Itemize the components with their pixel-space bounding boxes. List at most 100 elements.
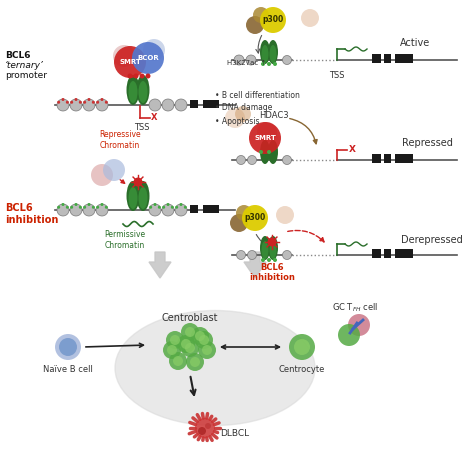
Bar: [372, 249, 381, 258]
Circle shape: [149, 206, 152, 209]
Circle shape: [79, 101, 82, 104]
Ellipse shape: [268, 236, 278, 260]
Text: X: X: [151, 114, 157, 122]
Text: GC T$_{FH}$ cell: GC T$_{FH}$ cell: [332, 302, 378, 314]
Circle shape: [100, 203, 103, 206]
Text: ‘ternary’: ‘ternary’: [5, 61, 44, 69]
Circle shape: [267, 237, 276, 246]
Circle shape: [114, 46, 146, 78]
Circle shape: [301, 9, 319, 27]
Bar: [384, 54, 391, 63]
Circle shape: [257, 122, 277, 142]
Bar: [395, 154, 413, 163]
Circle shape: [236, 205, 252, 221]
Text: Derepressed: Derepressed: [401, 235, 463, 245]
Circle shape: [149, 99, 161, 111]
Circle shape: [128, 73, 133, 78]
Ellipse shape: [262, 241, 268, 259]
Bar: [203, 205, 219, 213]
Circle shape: [202, 345, 212, 355]
Circle shape: [199, 335, 209, 345]
Circle shape: [149, 204, 161, 216]
Ellipse shape: [127, 75, 139, 105]
Circle shape: [57, 206, 60, 209]
Text: • Apoptosis: • Apoptosis: [215, 116, 259, 125]
Ellipse shape: [137, 181, 149, 211]
Circle shape: [105, 101, 108, 104]
Text: Repressed: Repressed: [401, 138, 453, 148]
Circle shape: [134, 178, 143, 187]
Circle shape: [70, 101, 73, 104]
Circle shape: [62, 203, 64, 206]
Circle shape: [246, 16, 264, 34]
Circle shape: [100, 98, 103, 101]
Circle shape: [55, 334, 81, 360]
Circle shape: [134, 73, 138, 78]
Ellipse shape: [268, 40, 278, 64]
Circle shape: [175, 99, 187, 111]
Circle shape: [246, 55, 256, 65]
Circle shape: [158, 206, 161, 209]
Text: Centrocyte: Centrocyte: [279, 366, 325, 375]
Circle shape: [186, 353, 204, 371]
Text: • DNA damage: • DNA damage: [215, 103, 273, 112]
Circle shape: [247, 251, 256, 260]
Text: Naïve B cell: Naïve B cell: [43, 366, 93, 375]
Circle shape: [154, 203, 156, 206]
Text: TSS: TSS: [329, 72, 345, 81]
Text: inhibition: inhibition: [249, 274, 295, 283]
Circle shape: [175, 206, 178, 209]
Circle shape: [273, 62, 277, 66]
Circle shape: [105, 206, 108, 209]
Ellipse shape: [260, 140, 270, 164]
Circle shape: [169, 352, 187, 370]
Circle shape: [57, 204, 69, 216]
Circle shape: [283, 56, 292, 64]
Circle shape: [96, 206, 99, 209]
Circle shape: [198, 427, 206, 435]
Text: TSS: TSS: [134, 124, 150, 132]
Text: Active: Active: [400, 38, 430, 48]
Circle shape: [235, 106, 251, 122]
Circle shape: [66, 206, 69, 209]
Circle shape: [237, 251, 246, 260]
Text: p300: p300: [245, 213, 265, 222]
Circle shape: [70, 99, 82, 111]
Circle shape: [276, 206, 294, 224]
Bar: [384, 154, 391, 163]
Text: X: X: [348, 145, 356, 154]
Ellipse shape: [128, 187, 137, 209]
Circle shape: [146, 73, 151, 78]
Circle shape: [225, 108, 245, 128]
Circle shape: [70, 204, 82, 216]
Circle shape: [143, 39, 165, 61]
Circle shape: [283, 251, 292, 260]
Bar: [395, 249, 413, 258]
Circle shape: [267, 258, 271, 262]
Circle shape: [237, 155, 246, 164]
Circle shape: [88, 203, 91, 206]
Circle shape: [191, 327, 209, 345]
Circle shape: [171, 206, 174, 209]
Bar: [190, 205, 198, 213]
Circle shape: [166, 203, 170, 206]
Polygon shape: [149, 252, 171, 278]
Circle shape: [180, 203, 182, 206]
Circle shape: [205, 423, 211, 429]
Circle shape: [162, 204, 174, 216]
Circle shape: [57, 99, 69, 111]
Circle shape: [113, 45, 135, 67]
Circle shape: [253, 7, 269, 23]
Ellipse shape: [262, 45, 268, 63]
Bar: [395, 54, 413, 63]
Text: inhibition: inhibition: [5, 215, 58, 225]
Text: Centroblast: Centroblast: [162, 313, 218, 323]
Circle shape: [92, 101, 95, 104]
Circle shape: [62, 98, 64, 101]
Text: Repressive
Chromatin: Repressive Chromatin: [99, 130, 141, 149]
Bar: [372, 54, 381, 63]
Text: • B cell differentiation: • B cell differentiation: [215, 91, 300, 100]
Text: BCL6: BCL6: [5, 203, 33, 213]
Ellipse shape: [270, 45, 276, 63]
Circle shape: [83, 99, 95, 111]
